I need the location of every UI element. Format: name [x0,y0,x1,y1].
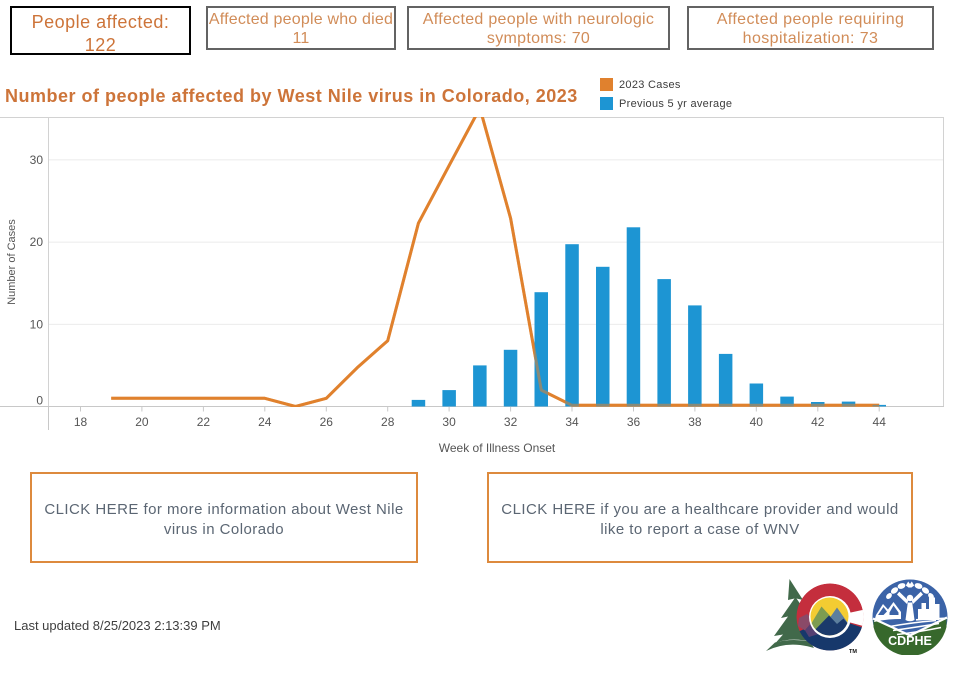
svg-text:30: 30 [30,153,44,167]
svg-text:Number of Cases: Number of Cases [6,219,18,305]
svg-text:24: 24 [258,415,272,429]
svg-text:22: 22 [197,415,211,429]
svg-text:42: 42 [811,415,825,429]
svg-text:40: 40 [750,415,764,429]
svg-text:38: 38 [688,415,702,429]
svg-text:32: 32 [504,415,518,429]
svg-text:28: 28 [381,415,395,429]
svg-text:34: 34 [565,415,579,429]
svg-text:36: 36 [627,415,641,429]
svg-text:44: 44 [873,415,887,429]
svg-text:30: 30 [442,415,456,429]
svg-text:0: 0 [36,394,43,408]
svg-text:Week of Illness Onset: Week of Illness Onset [439,441,556,455]
svg-text:20: 20 [30,235,44,249]
svg-text:10: 10 [30,317,44,331]
svg-text:20: 20 [135,415,149,429]
svg-text:TM: TM [849,649,857,655]
svg-text:26: 26 [320,415,334,429]
svg-text:18: 18 [74,415,88,429]
svg-text:CDPHE: CDPHE [888,634,932,648]
